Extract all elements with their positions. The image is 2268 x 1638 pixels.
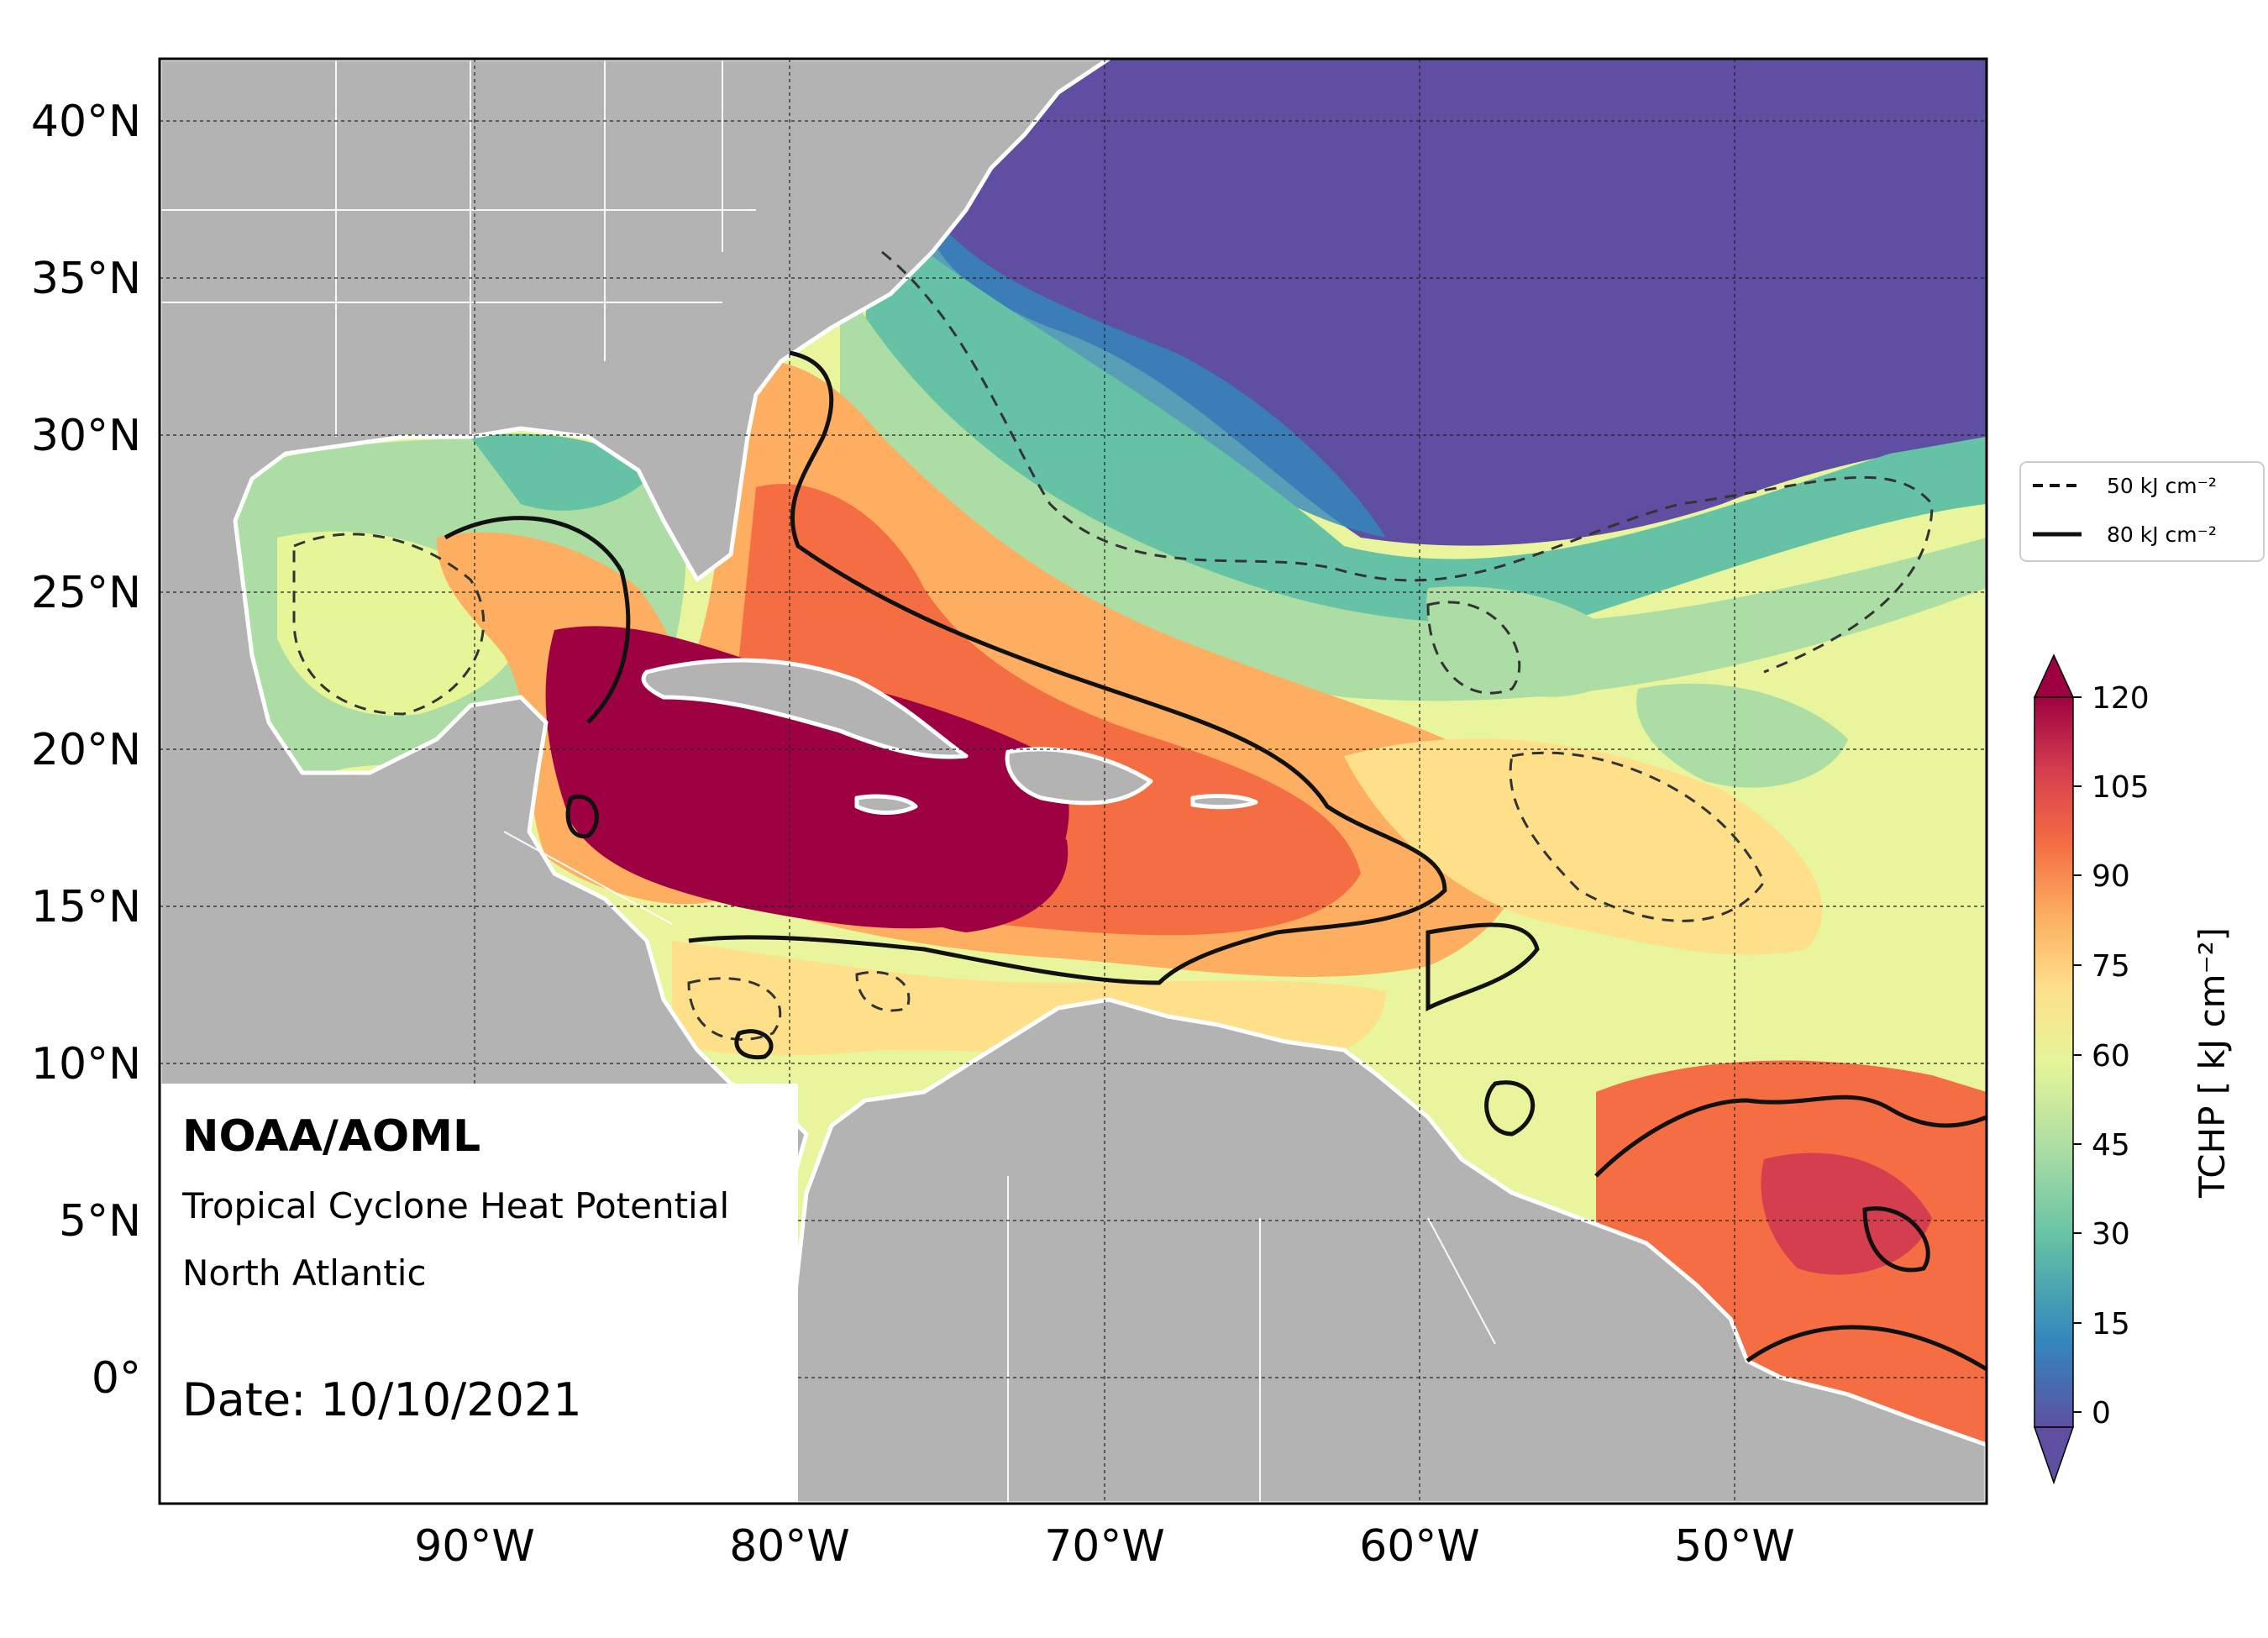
colorbar-title: TCHP [ kJ cm⁻²] <box>2192 927 2233 1199</box>
lon-axis: 90°W 80°W 70°W 60°W 50°W <box>414 1521 1795 1572</box>
lon-tick-label: 70°W <box>1044 1521 1165 1572</box>
colorbar-ticks <box>2073 696 2082 1413</box>
contour-80kj <box>444 350 1987 1372</box>
lon-tick-label: 60°W <box>1359 1521 1480 1572</box>
colorbar-tick-label: 15 <box>2092 1307 2130 1341</box>
lat-tick-label: 5°N <box>59 1196 141 1247</box>
political-borders <box>160 59 1496 1504</box>
colorbar-tick-label: 0 <box>2092 1396 2111 1431</box>
lat-tick-label: 0° <box>92 1353 141 1404</box>
colorbar-tick-label: 90 <box>2092 859 2130 894</box>
date-label: Date: 10/10/2021 <box>182 1373 582 1426</box>
colorbar-extend-bottom-icon <box>2033 1426 2075 1485</box>
colorbar-tick-label: 120 <box>2092 681 2150 716</box>
lon-tick-label: 90°W <box>414 1521 535 1572</box>
colorbar-tick-label: 75 <box>2092 949 2130 984</box>
colorbar-tick-label: 105 <box>2092 770 2150 805</box>
org-label: NOAA/AOML <box>182 1111 480 1162</box>
annotation-box <box>160 1084 798 1504</box>
colorbar-tick-label: 30 <box>2092 1217 2130 1252</box>
colorbar-bar <box>2034 696 2074 1428</box>
colorbar-extend-top-icon <box>2033 654 2075 698</box>
lat-tick-label: 30°N <box>31 411 141 461</box>
colorbar: 120 105 90 75 60 45 30 15 0 TCHP [ kJ cm… <box>2033 654 2233 1485</box>
lat-tick-label: 15°N <box>31 882 141 932</box>
colorbar-tick-label: 45 <box>2092 1128 2130 1163</box>
colorbar-tick-label: 60 <box>2092 1039 2130 1074</box>
tchp-map <box>160 59 1987 1504</box>
lon-tick-label: 80°W <box>729 1521 850 1572</box>
product-label: Tropical Cyclone Heat Potential <box>181 1185 729 1226</box>
legend-label-50: 50 kJ cm⁻² <box>2107 474 2217 498</box>
lat-tick-label: 25°N <box>31 568 141 618</box>
legend-label-80: 80 kJ cm⁻² <box>2107 522 2217 547</box>
contour-legend: 50 kJ cm⁻² 80 kJ cm⁻² <box>2019 461 2265 562</box>
lat-tick-label: 10°N <box>31 1039 141 1089</box>
region-label: North Atlantic <box>182 1252 427 1294</box>
lat-tick-label: 20°N <box>31 725 141 775</box>
lon-tick-label: 50°W <box>1674 1521 1795 1572</box>
lat-tick-label: 40°N <box>31 97 141 147</box>
lat-tick-label: 35°N <box>31 254 141 304</box>
lat-axis: 40°N 35°N 30°N 25°N 20°N 15°N 10°N 5°N 0… <box>31 97 141 1404</box>
map-frame <box>158 57 1988 1505</box>
